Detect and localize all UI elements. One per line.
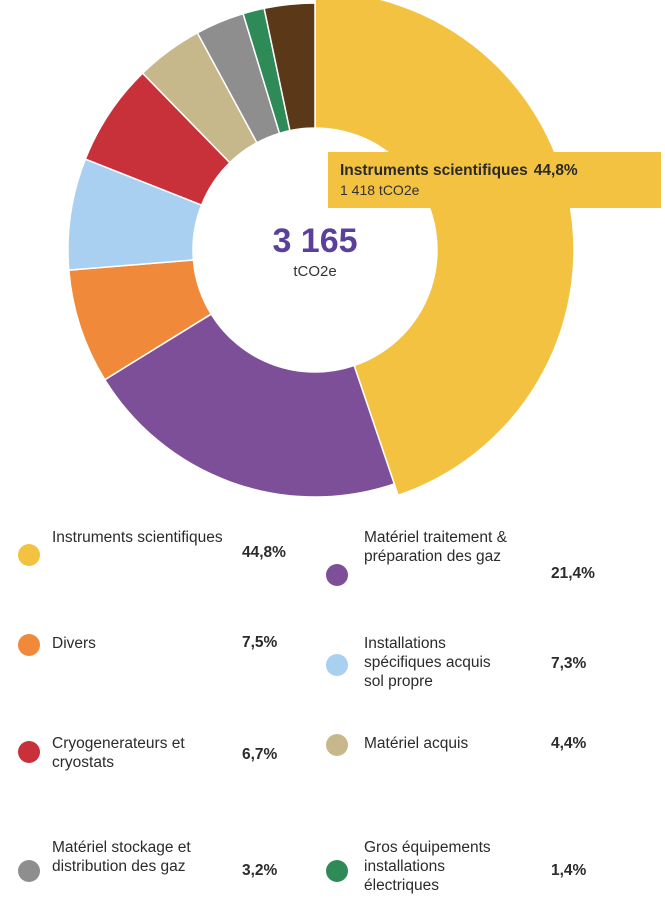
pie-slice-9[interactable] <box>263 2 316 132</box>
legend-dot <box>18 544 40 566</box>
pie-slice-2[interactable] <box>103 313 396 498</box>
legend-label: Matériel acquis <box>364 735 469 752</box>
legend-dot <box>326 564 348 586</box>
legend-percent: 21,4% <box>551 565 595 582</box>
legend-label: Cryogenerateurs et cryostats <box>52 735 185 771</box>
legend-label: Installations spécifiques acquis sol pro… <box>364 635 491 690</box>
legend-dot <box>18 634 40 656</box>
total-value: 3 165 <box>272 222 357 260</box>
legend-label: Matériel stockage et distribution des ga… <box>52 839 191 875</box>
legend-label: Divers <box>52 635 96 652</box>
legend-label: Gros équipements installations électriqu… <box>364 839 491 894</box>
legend-percent: 3,2% <box>242 862 278 879</box>
tooltip-percent: 44,8% <box>533 162 578 179</box>
legend-dot <box>18 741 40 763</box>
legend-percent: 6,7% <box>242 746 278 763</box>
legend-dot <box>326 860 348 882</box>
chart-legend: Instruments scientifiques 44,8% Matériel t… <box>0 520 665 903</box>
legend-dot <box>18 860 40 882</box>
tooltip-category: Instruments scientifiques <box>340 162 528 179</box>
legend-percent: 7,3% <box>551 655 587 672</box>
total-unit: tCO2e <box>293 263 336 280</box>
legend-percent: 44,8% <box>242 544 286 561</box>
legend-label: Matériel traitement & préparation des ga… <box>364 529 507 565</box>
legend-percent: 1,4% <box>551 862 587 879</box>
legend-dot <box>326 734 348 756</box>
donut-chart: 3 165 tCO2e <box>67 0 575 498</box>
legend-percent: 7,5% <box>242 634 278 651</box>
legend-percent: 4,4% <box>551 735 587 752</box>
legend-dot <box>326 654 348 676</box>
chart-tooltip: Instruments scientifiques 44,8% 1 418 tCO… <box>328 152 661 218</box>
legend-label: Instruments scientifiques <box>52 529 223 546</box>
tooltip-value: 1 418 tCO2e <box>340 182 420 198</box>
